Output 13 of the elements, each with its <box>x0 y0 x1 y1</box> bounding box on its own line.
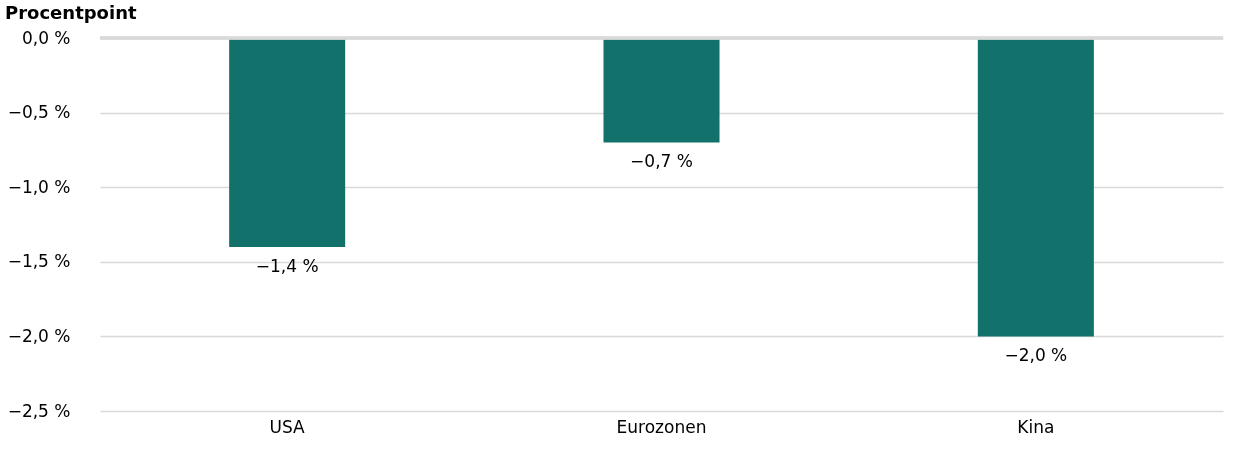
data-label: −1,4 % <box>255 255 319 276</box>
y-tick-label: −1,5 % <box>7 251 71 272</box>
y-tick-label: −2,5 % <box>7 400 71 421</box>
y-tick-label: 0,0 % <box>21 27 71 48</box>
data-label: −0,7 % <box>630 151 693 172</box>
x-tick-label: Eurozonen <box>616 416 707 437</box>
y-tick-label: −0,5 % <box>7 102 71 123</box>
x-tick-label: Kina <box>1017 416 1055 437</box>
data-label: −2,0 % <box>1004 345 1068 366</box>
y-axis-title: Procentpoint <box>5 2 137 23</box>
y-tick-label: −2,0 % <box>7 325 71 346</box>
x-tick-label: USA <box>269 416 306 437</box>
y-tick-label: −1,0 % <box>7 176 71 197</box>
